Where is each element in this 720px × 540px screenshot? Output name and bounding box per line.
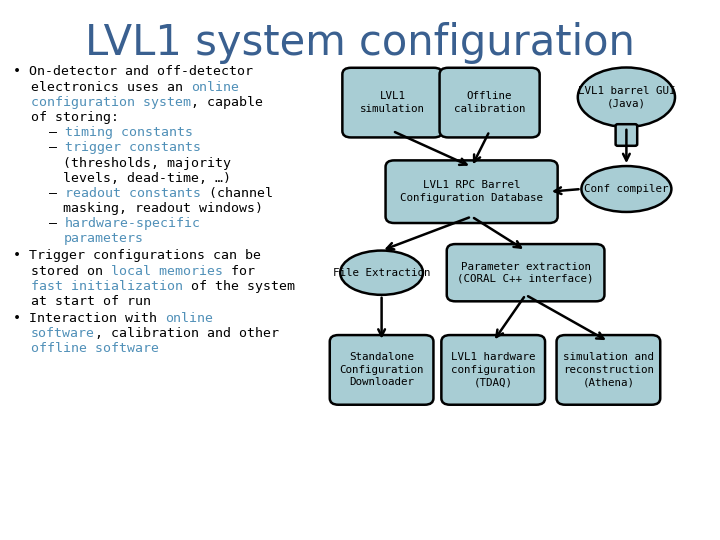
Text: –: – xyxy=(49,141,65,154)
Text: masking, readout windows): masking, readout windows) xyxy=(63,202,264,215)
FancyBboxPatch shape xyxy=(557,335,660,405)
Text: Offline
calibration: Offline calibration xyxy=(454,91,526,114)
FancyBboxPatch shape xyxy=(440,68,540,137)
Text: electronics uses an: electronics uses an xyxy=(31,81,191,94)
Text: –: – xyxy=(49,187,65,200)
Text: simulation and
reconstruction
(Athena): simulation and reconstruction (Athena) xyxy=(563,353,654,387)
Text: LVL1
simulation: LVL1 simulation xyxy=(360,91,425,114)
Text: for: for xyxy=(223,265,255,278)
FancyBboxPatch shape xyxy=(446,244,604,301)
FancyBboxPatch shape xyxy=(330,335,433,405)
Text: • Trigger configurations can be: • Trigger configurations can be xyxy=(13,249,261,262)
Text: LVL1 barrel GUI
(Java): LVL1 barrel GUI (Java) xyxy=(577,86,675,109)
Text: hardware-specific: hardware-specific xyxy=(65,217,201,230)
Text: LVL1 hardware
configuration
(TDAQ): LVL1 hardware configuration (TDAQ) xyxy=(451,353,536,387)
Text: configuration system: configuration system xyxy=(31,96,191,109)
FancyBboxPatch shape xyxy=(386,160,557,223)
Text: , capable: , capable xyxy=(191,96,263,109)
FancyBboxPatch shape xyxy=(441,335,545,405)
Text: of the system: of the system xyxy=(183,280,295,293)
Text: offline software: offline software xyxy=(31,342,159,355)
FancyBboxPatch shape xyxy=(343,68,442,137)
Text: LVL1 system configuration: LVL1 system configuration xyxy=(85,22,635,64)
FancyBboxPatch shape xyxy=(616,124,637,146)
Text: readout constants: readout constants xyxy=(65,187,201,200)
Text: , calibration and other: , calibration and other xyxy=(95,327,279,340)
Text: of storing:: of storing: xyxy=(31,111,119,124)
Text: Standalone
Configuration
Downloader: Standalone Configuration Downloader xyxy=(339,353,424,387)
Text: Parameter extraction
(CORAL C++ interface): Parameter extraction (CORAL C++ interfac… xyxy=(457,261,594,284)
Text: fast initialization: fast initialization xyxy=(31,280,183,293)
Text: Conf compiler: Conf compiler xyxy=(584,184,669,194)
Text: at start of run: at start of run xyxy=(31,295,151,308)
Text: –: – xyxy=(49,126,65,139)
Text: software: software xyxy=(31,327,95,340)
Text: • On-detector and off-detector: • On-detector and off-detector xyxy=(13,65,253,78)
Text: parameters: parameters xyxy=(63,232,143,245)
Ellipse shape xyxy=(341,251,423,295)
Text: (thresholds, majority: (thresholds, majority xyxy=(63,157,231,170)
Text: LVL1 RPC Barrel
Configuration Database: LVL1 RPC Barrel Configuration Database xyxy=(400,180,543,203)
Text: • Interaction with: • Interaction with xyxy=(13,312,165,325)
Ellipse shape xyxy=(577,68,675,127)
Text: stored on: stored on xyxy=(31,265,111,278)
Text: local memories: local memories xyxy=(111,265,223,278)
Text: online: online xyxy=(165,312,213,325)
Ellipse shape xyxy=(582,166,671,212)
Text: timing constants: timing constants xyxy=(65,126,193,139)
Text: –: – xyxy=(49,217,65,230)
Text: online: online xyxy=(191,81,239,94)
Text: File Extraction: File Extraction xyxy=(333,268,431,278)
Text: trigger constants: trigger constants xyxy=(65,141,201,154)
Text: (channel: (channel xyxy=(201,187,273,200)
Text: levels, dead-time, …): levels, dead-time, …) xyxy=(63,172,231,185)
